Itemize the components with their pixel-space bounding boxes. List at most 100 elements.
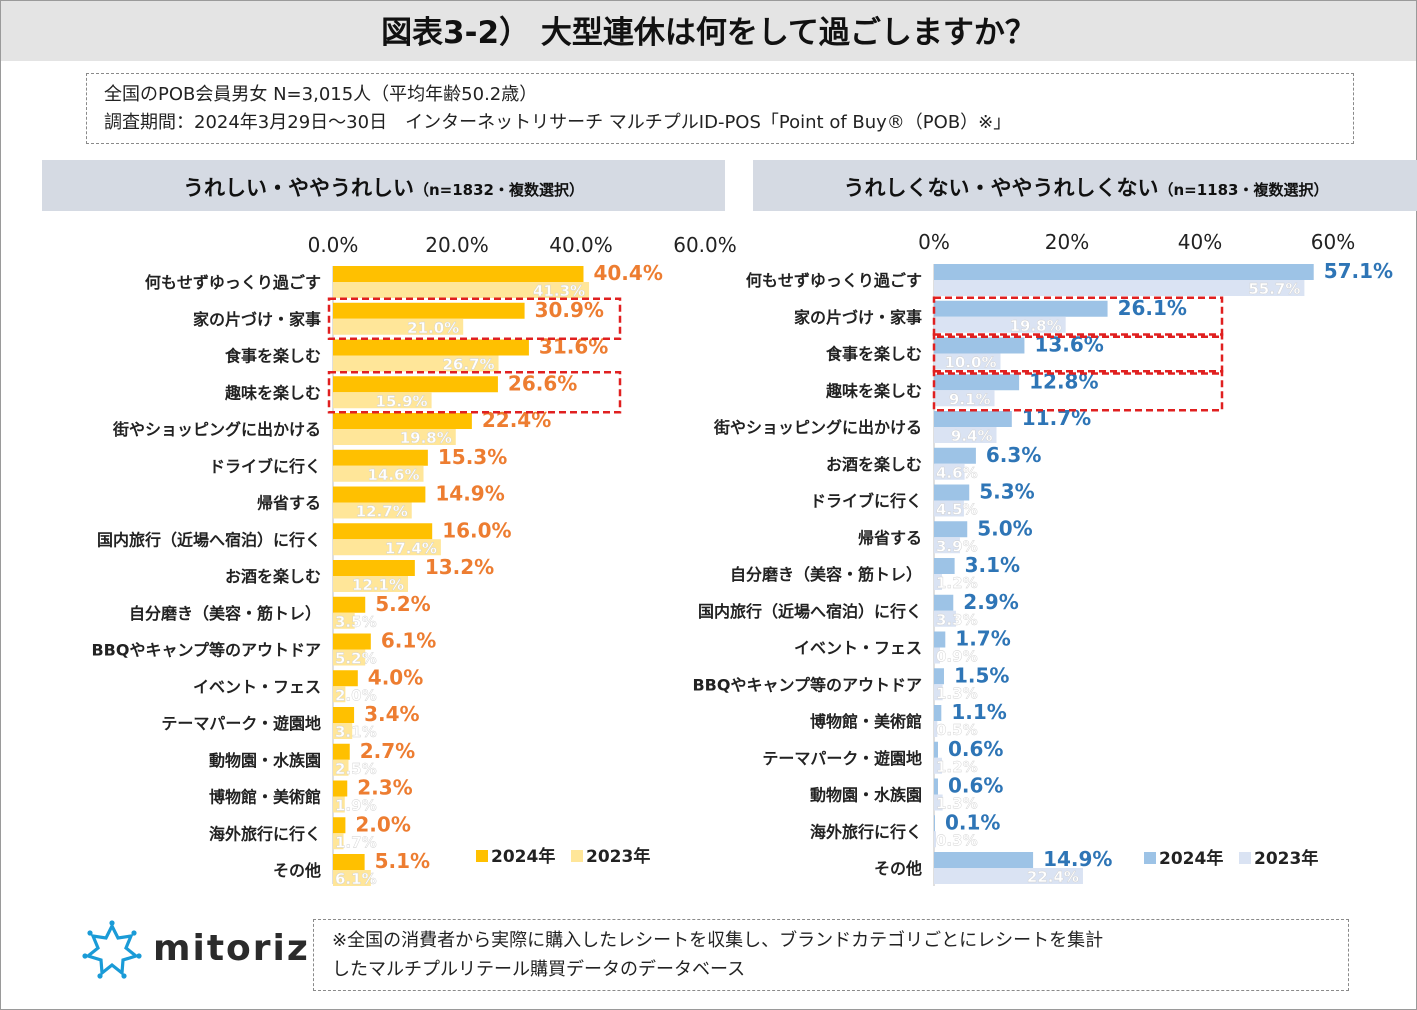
right-value-label-2023: 1.3% <box>936 795 978 813</box>
left-value-label-2023: 41.3% <box>533 282 585 300</box>
right-value-label-2023: 19.8% <box>1010 317 1062 335</box>
left-value-label-2024: 40.4% <box>593 261 662 285</box>
right-tick-label: 20% <box>1045 230 1089 254</box>
left-value-label-2024: 26.6% <box>508 371 577 395</box>
left-bar-2023 <box>333 686 346 703</box>
right-bar-2024 <box>934 447 976 464</box>
right-category-label: テーマパーク・遊園地 <box>762 749 922 768</box>
left-highlight-box <box>327 371 622 414</box>
right-bar-2023 <box>934 721 938 737</box>
left-value-label-2023: 1.7% <box>335 833 377 851</box>
right-bar-2023 <box>934 353 1001 370</box>
left-bar-2023 <box>333 429 456 445</box>
right-bar-2023 <box>934 280 1305 296</box>
right-legend-label-2024: 2024年 <box>1159 848 1223 869</box>
left-bar-2024 <box>333 707 355 723</box>
right-bar-2023 <box>934 794 943 811</box>
right-value-label-2023: 0.9% <box>936 648 978 666</box>
left-category-label: 街やショッピングに出かける <box>112 420 321 439</box>
mitoriz-logo-icon <box>82 920 142 979</box>
right-tick-label: 40% <box>1178 230 1222 254</box>
left-category-label: その他 <box>273 861 321 880</box>
left-legend-label-2024: 2024年 <box>491 846 555 867</box>
survey-info-box: 全国のPOB会員男女 N=3,015人（平均年齢50.2歳） 調査期間：2024… <box>86 73 1354 144</box>
right-highlight-box <box>932 370 1224 412</box>
right-bar-2024 <box>934 741 938 758</box>
left-category-label: お酒を楽しむ <box>225 567 321 586</box>
left-bar-2024 <box>333 633 371 650</box>
left-value-label-2023: 3.5% <box>335 613 377 631</box>
right-bar-2024 <box>934 484 970 501</box>
left-bar-2024 <box>333 523 433 540</box>
right-category-label: 動物園・水族園 <box>810 786 922 805</box>
right-value-label-2023: 0.5% <box>936 721 978 739</box>
right-category-label: 自分磨き（美容・筋トレ） <box>730 565 922 584</box>
left-value-label-2024: 4.0% <box>368 665 423 689</box>
left-category-label: 帰省する <box>257 494 321 513</box>
left-bar-2023 <box>333 355 499 372</box>
right-bar-2023 <box>934 500 964 517</box>
right-value-label-2023: 1.3% <box>936 684 978 702</box>
left-category-label: 博物館・美術館 <box>209 788 321 807</box>
right-value-label-2023: 1.2% <box>936 574 978 592</box>
mitoriz-logo-text: mitoriz <box>153 928 310 969</box>
right-bar-2023 <box>934 610 956 627</box>
left-bar-2023 <box>333 576 409 592</box>
right-bar-2023 <box>934 316 1066 333</box>
right-value-label-2024: 1.5% <box>954 663 1009 687</box>
right-bar-2023 <box>934 537 960 554</box>
right-category-label: 趣味を楽しむ <box>825 381 922 400</box>
right-category-label: 何もせずゆっくり過ごす <box>746 271 922 290</box>
left-value-label-2023: 12.1% <box>352 576 404 594</box>
left-value-label-2024: 13.2% <box>425 555 494 579</box>
right-bar-2024 <box>934 705 942 721</box>
right-value-label-2023: 10.0% <box>944 354 996 372</box>
left-value-label-2023: 1.9% <box>335 797 377 815</box>
right-bar-2023 <box>934 463 965 480</box>
left-bar-2023 <box>333 870 371 886</box>
left-bar-2024 <box>333 854 365 870</box>
right-value-label-2023: 9.1% <box>949 390 991 408</box>
left-value-label-2023: 26.7% <box>442 356 494 374</box>
right-bar-2024 <box>934 778 938 795</box>
right-highlight-box <box>932 333 1224 375</box>
left-category-label: 家の片づけ・家事 <box>193 310 321 329</box>
left-category-label: 海外旅行に行く <box>209 824 321 843</box>
right-value-label-2023: 4.6% <box>936 464 978 482</box>
left-value-label-2024: 2.0% <box>355 812 410 836</box>
left-bar-2023 <box>333 318 464 335</box>
left-value-label-2024: 2.3% <box>357 776 412 800</box>
left-category-label: BBQやキャンプ等のアウトドア <box>91 641 321 660</box>
right-bar-2024 <box>934 521 968 538</box>
right-category-label: 博物館・美術館 <box>810 712 922 731</box>
left-bar-2024 <box>333 780 348 797</box>
left-value-label-2024: 6.1% <box>381 629 436 653</box>
right-value-label-2024: 0.1% <box>945 810 1000 834</box>
left-panel-header: うれしい・ややうれしい（n=1832・複数選択） <box>42 160 725 211</box>
right-bar-2024 <box>934 852 1034 868</box>
right-category-label: お酒を楽しむ <box>826 455 922 474</box>
right-value-label-2023: 3.9% <box>936 537 978 555</box>
right-category-label: 食事を楽しむ <box>825 345 922 364</box>
right-category-label: ドライブに行く <box>810 492 922 511</box>
left-value-label-2023: 14.6% <box>367 466 419 484</box>
left-value-label-2023: 19.8% <box>400 429 452 447</box>
right-legend-swatch-2023 <box>1239 852 1251 864</box>
left-legend-swatch-2024 <box>476 850 488 862</box>
footnote-line-2: したマルチプルリテール購買データのデータベース <box>332 959 746 980</box>
footnote-box: ※全国の消費者から実際に購入したレシートを収集し、ブランドカテゴリごとにレシート… <box>313 919 1349 991</box>
right-value-label-2024: 57.1% <box>1324 259 1393 283</box>
right-value-label-2024: 1.7% <box>955 627 1010 651</box>
left-bar-2024 <box>333 560 415 576</box>
left-tick-label: 40.0% <box>549 233 613 257</box>
left-bar-2023 <box>333 612 355 629</box>
right-bar-2023 <box>934 647 940 664</box>
right-category-label: 国内旅行（近場へ宿泊）に行く <box>698 602 922 621</box>
right-bar-2023 <box>934 684 943 701</box>
right-category-label: 家の片づけ・家事 <box>794 308 922 327</box>
right-value-label-2024: 0.6% <box>948 774 1003 798</box>
left-bar-2023 <box>333 723 353 739</box>
left-legend-label-2023: 2023年 <box>586 846 650 867</box>
right-value-label-2024: 1.1% <box>951 700 1006 724</box>
